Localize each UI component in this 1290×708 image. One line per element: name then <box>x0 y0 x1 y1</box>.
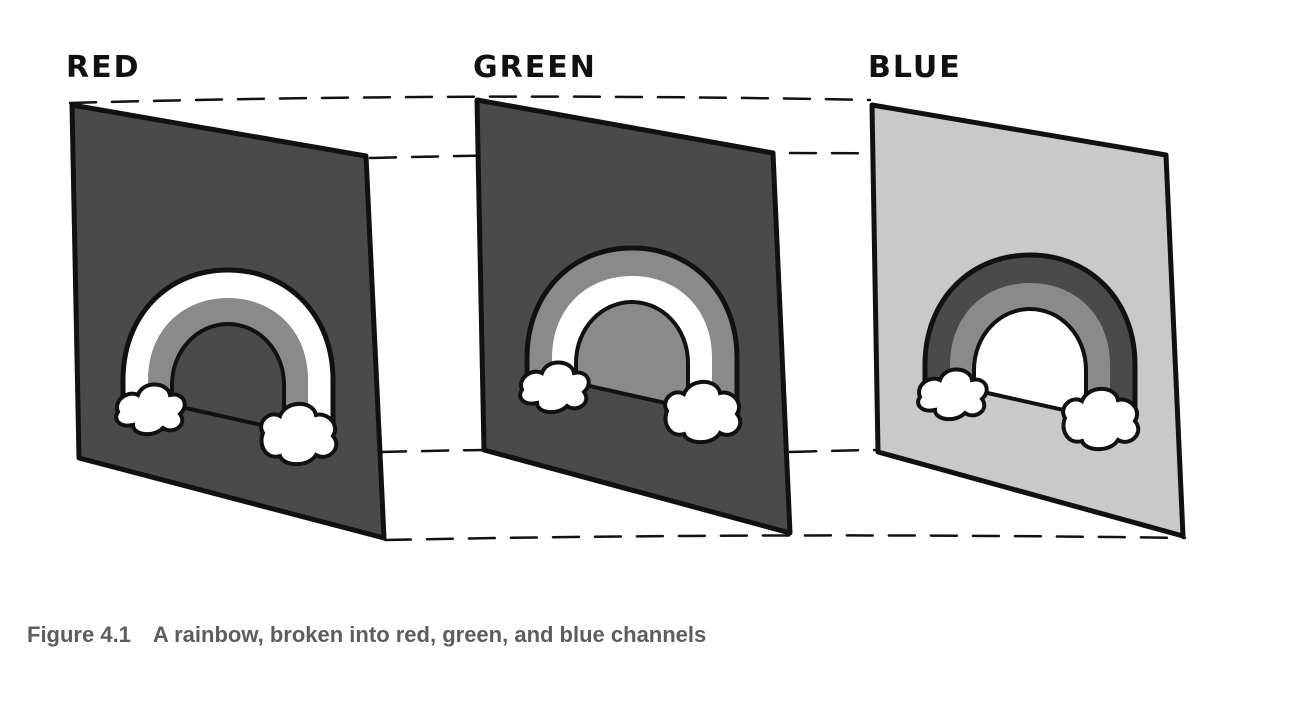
right-cloud <box>259 401 339 467</box>
rainbow <box>518 245 743 445</box>
rainbow-inner-band <box>574 299 690 411</box>
red-panel-label: RED <box>66 50 141 85</box>
blue-channel-panel <box>869 102 1186 539</box>
green-channel-panel <box>474 97 793 536</box>
figure-caption: Figure 4.1 A rainbow, broken into red, gr… <box>27 622 706 648</box>
bottom-back-connector <box>378 448 880 454</box>
blue-panel-label: BLUE <box>868 50 962 85</box>
figure-number: Figure 4.1 <box>27 622 131 647</box>
rainbow <box>916 252 1141 452</box>
left-cloud <box>916 367 989 422</box>
rainbow-inner-band <box>972 306 1088 418</box>
rgb-channels-diagram: RED GREEN BLUE <box>66 50 1187 542</box>
left-cloud <box>518 360 591 415</box>
rainbow-inner-band <box>170 321 286 433</box>
red-channel-panel <box>69 102 387 541</box>
left-cloud <box>114 382 187 437</box>
rainbow <box>114 267 339 467</box>
caption-text: A rainbow, broken into red, green, and b… <box>152 622 707 647</box>
right-cloud <box>1061 386 1141 452</box>
right-cloud <box>663 379 743 445</box>
green-panel-label: GREEN <box>473 50 597 85</box>
top-back-connector <box>68 95 872 105</box>
bottom-front-connector <box>383 534 1187 542</box>
